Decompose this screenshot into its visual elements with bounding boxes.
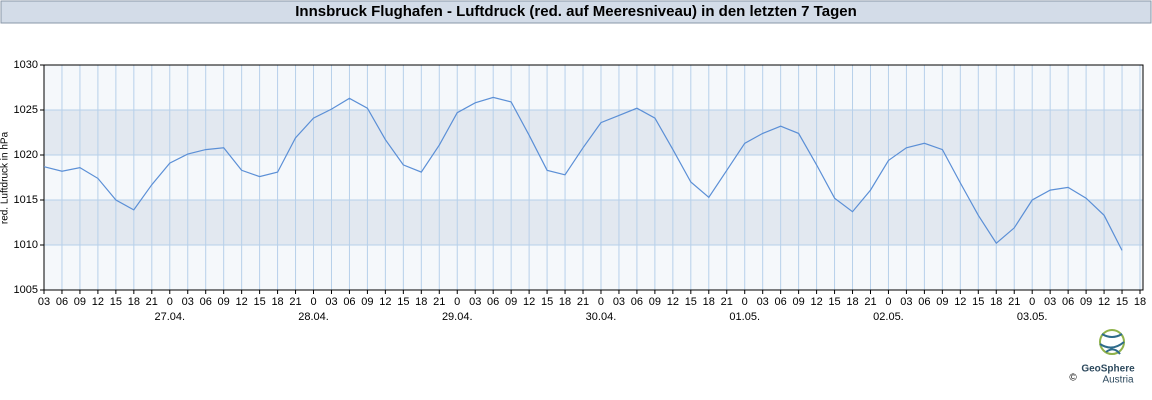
x-tick-label: 09 (936, 296, 948, 308)
x-tick-label: 03 (325, 296, 337, 308)
x-tick-label: 18 (559, 296, 571, 308)
x-tick-label: 06 (1062, 296, 1074, 308)
x-tick-label: 18 (703, 296, 715, 308)
x-tick-label: 0 (310, 296, 316, 308)
x-tick-label: 12 (523, 296, 535, 308)
x-tick-label: 15 (1116, 296, 1128, 308)
x-tick-label: 12 (667, 296, 679, 308)
x-tick-label: 0 (454, 296, 460, 308)
y-axis-label: red. Luftdruck in hPa (0, 131, 11, 224)
x-tick-label: 21 (1008, 296, 1020, 308)
logo-waves (1099, 333, 1125, 355)
chart-title: Innsbruck Flughafen - Luftdruck (red. au… (295, 3, 856, 20)
x-date-label: 27.04. (154, 311, 185, 323)
x-tick-label: 18 (271, 296, 283, 308)
x-tick-label: 15 (541, 296, 553, 308)
x-tick-label: 06 (487, 296, 499, 308)
x-tick-label: 15 (253, 296, 265, 308)
brand-country: Austria (1102, 375, 1134, 386)
x-tick-label: 15 (110, 296, 122, 308)
x-tick-label: 03 (613, 296, 625, 308)
x-date-label: 30.04. (586, 311, 617, 323)
x-tick-label: 03 (469, 296, 481, 308)
x-tick-label: 09 (361, 296, 373, 308)
x-date-label: 01.05. (729, 311, 760, 323)
x-tick-label: 12 (379, 296, 391, 308)
x-tick-label: 03 (1044, 296, 1056, 308)
x-tick-label: 18 (990, 296, 1002, 308)
x-tick-label: 09 (649, 296, 661, 308)
x-tick-label: 21 (146, 296, 158, 308)
x-tick-label: 21 (721, 296, 733, 308)
y-tick-label: 1005 (14, 284, 38, 296)
data-line (43, 96, 1123, 251)
y-tick-label: 1030 (14, 59, 38, 71)
x-tick-label: 15 (397, 296, 409, 308)
x-tick-label: 12 (92, 296, 104, 308)
x-tick-label: 0 (1029, 296, 1035, 308)
x-tick-label: 06 (56, 296, 68, 308)
x-tick-label: 18 (415, 296, 427, 308)
copyright: © (1069, 373, 1077, 384)
x-tick-label: 06 (343, 296, 355, 308)
x-tick-label: 18 (1134, 296, 1146, 308)
x-tick-label: 0 (598, 296, 604, 308)
y-tick-label: 1025 (14, 104, 38, 116)
x-tick-label: 06 (918, 296, 930, 308)
x-tick-label: 21 (433, 296, 445, 308)
x-tick-label: 21 (577, 296, 589, 308)
x-tick-label: 0 (885, 296, 891, 308)
x-tick-label: 12 (810, 296, 822, 308)
y-tick-label: 1010 (14, 239, 38, 251)
x-date-label: 02.05. (873, 311, 904, 323)
brand-name: GeoSphere (1081, 364, 1135, 375)
x-tick-label: 21 (864, 296, 876, 308)
x-tick-label: 03 (182, 296, 194, 308)
x-tick-label: 06 (631, 296, 643, 308)
x-date-label: 03.05. (1017, 311, 1048, 323)
x-tick-label: 15 (685, 296, 697, 308)
x-tick-label: 06 (200, 296, 212, 308)
x-tick-label: 09 (792, 296, 804, 308)
y-tick-label: 1015 (14, 194, 38, 206)
x-tick-label: 12 (954, 296, 966, 308)
plot-border (43, 64, 1144, 291)
x-date-label: 28.04. (298, 311, 329, 323)
x-tick-label: 09 (74, 296, 86, 308)
x-date-label: 29.04. (442, 311, 473, 323)
x-tick-label: 12 (236, 296, 248, 308)
x-tick-label: 0 (742, 296, 748, 308)
x-tick-label: 09 (505, 296, 517, 308)
x-tick-label: 09 (1080, 296, 1092, 308)
title-bar (0, 0, 1152, 24)
x-tick-label: 18 (128, 296, 140, 308)
x-tick-label: 06 (775, 296, 787, 308)
logo (1099, 329, 1125, 355)
x-tick-label: 09 (218, 296, 230, 308)
x-tick-label: 03 (900, 296, 912, 308)
x-tick-label: 03 (38, 296, 50, 308)
x-tick-label: 18 (846, 296, 858, 308)
x-tick-label: 03 (757, 296, 769, 308)
x-tick-label: 12 (1098, 296, 1110, 308)
x-tick-label: 21 (289, 296, 301, 308)
x-tick-label: 0 (167, 296, 173, 308)
x-tick-label: 15 (828, 296, 840, 308)
y-tick-label: 1020 (14, 149, 38, 161)
x-tick-label: 15 (972, 296, 984, 308)
